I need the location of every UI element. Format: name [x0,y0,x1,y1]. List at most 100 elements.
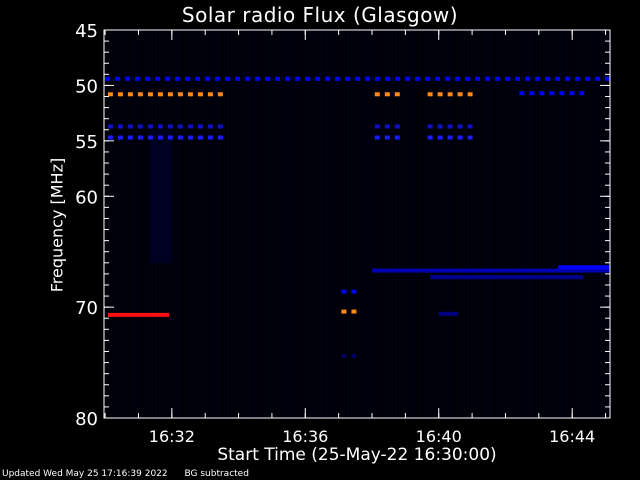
emission-dot [325,76,331,81]
background-column [383,30,385,418]
emission-dot [197,92,203,97]
background-column [122,30,124,418]
emission-dot [595,76,601,81]
background-column [590,30,592,418]
y-tick-label: 80 [75,409,98,430]
background-column [251,30,253,418]
emission-dot [351,353,357,358]
background-column [215,30,217,418]
background-column [500,30,502,418]
emission-dot [137,124,143,129]
background-column [302,30,304,418]
emission-dot [539,91,545,96]
background-column [425,30,427,418]
background-column [431,30,433,418]
background-column [503,30,505,418]
background-column [371,30,373,418]
background-column [578,30,580,418]
background-column [395,30,397,418]
background-column [119,30,121,418]
emission-dot [394,135,400,140]
emission-dot [147,124,153,129]
background-column [494,30,496,418]
background-column [533,30,535,418]
emission-dot [565,76,571,81]
emission-dot [157,124,163,129]
emission-dot [167,135,173,140]
emission-dot [384,135,390,140]
y-tick-label: 45 [75,21,98,42]
y-tick-label: 70 [75,298,98,319]
emission-dot [197,124,203,129]
background-column [125,30,127,418]
emission-band [438,311,459,316]
emission-features [105,76,611,358]
emission-dot [187,124,193,129]
emission-dot [235,76,241,81]
background-column [359,30,361,418]
background-column [329,30,331,418]
y-tick-label: 55 [75,132,98,153]
background-column [323,30,325,418]
background-column [260,30,262,418]
emission-dot [207,135,213,140]
emission-dot [475,76,481,81]
background-column [536,30,538,418]
background-column [296,30,298,418]
emission-dot [374,124,380,129]
emission-dot [427,124,433,129]
background-column [191,30,193,418]
background-column [521,30,523,418]
background-column [539,30,541,418]
emission-dot [394,92,400,97]
background-column [218,30,220,418]
background-column [485,30,487,418]
emission-dot [205,76,211,81]
background-column [374,30,376,418]
background-column [368,30,370,418]
emission-dot [177,92,183,97]
background-column [608,30,610,418]
emission-dot [115,76,121,81]
emission-dot [107,124,113,129]
emission-band [107,312,170,317]
background-column [275,30,277,418]
emission-dot [467,135,473,140]
background-column [449,30,451,418]
emission-dot [335,76,341,81]
x-tick-label: 16:36 [282,427,328,446]
emission-dot [569,91,575,96]
y-axis-label: Frequency [MHz] [47,157,67,293]
emission-dot [437,124,443,129]
background-column [146,30,148,418]
emission-dot [147,92,153,97]
emission-dot [427,135,433,140]
background-column [287,30,289,418]
background-column [173,30,175,418]
background-column [416,30,418,418]
emission-dot [341,309,347,314]
footer: Updated Wed May 25 17:16:39 2022 BG subt… [2,469,263,479]
background-column [113,30,115,418]
background-column [554,30,556,418]
background-column [284,30,286,418]
emission-dot [195,76,201,81]
emission-dot [394,124,400,129]
background-column [398,30,400,418]
background-column [134,30,136,418]
background-column [137,30,139,418]
background-column [596,30,598,418]
background-column [239,30,241,418]
background-column [278,30,280,418]
emission-dot [225,76,231,81]
emission-dot [215,76,221,81]
background-column [308,30,310,418]
emission-dot [197,135,203,140]
background-column [221,30,223,418]
background-column [230,30,232,418]
background-column [245,30,247,418]
emission-dot [157,92,163,97]
background-column [560,30,562,418]
emission-dot [105,76,111,81]
background-column [200,30,202,418]
